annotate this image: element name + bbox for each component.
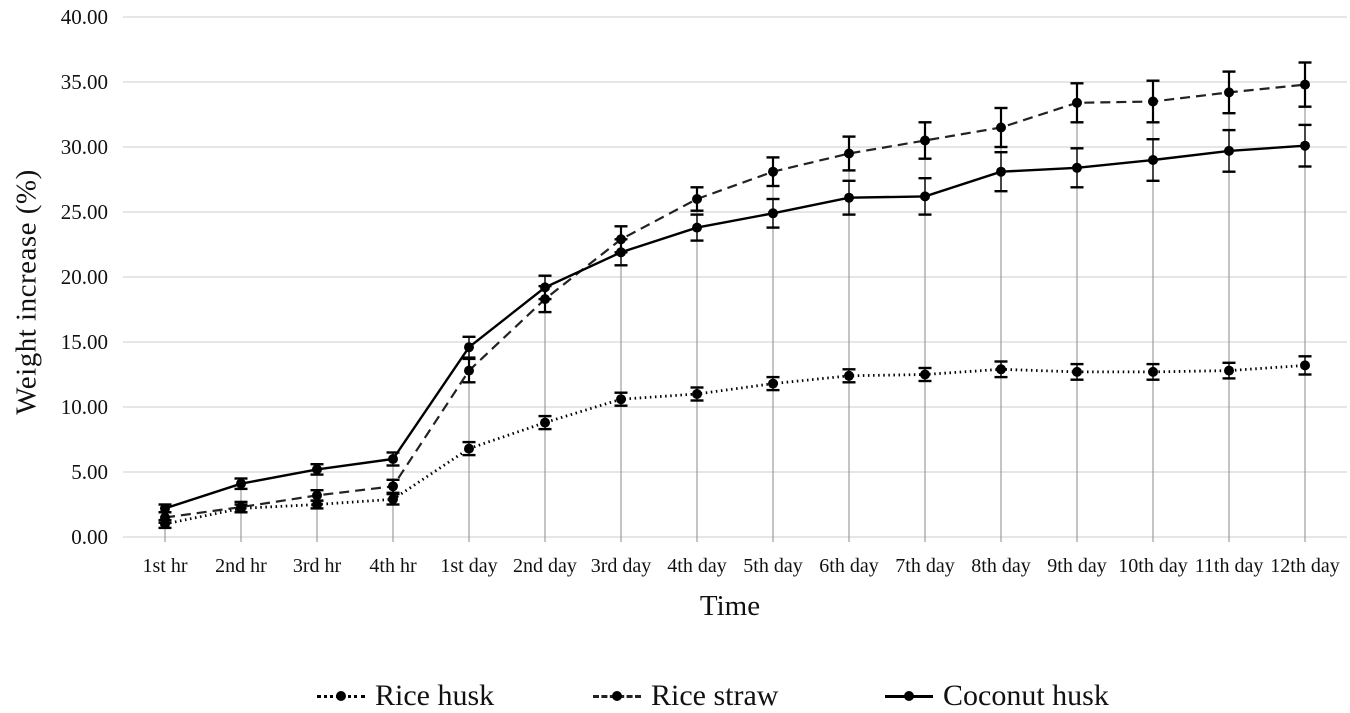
y-tick-label: 20.00 [61, 265, 108, 289]
y-tick-label: 15.00 [61, 330, 108, 354]
y-tick-label: 30.00 [61, 135, 108, 159]
x-tick-label: 10th day [1118, 555, 1187, 577]
x-tick-label: 4th day [667, 555, 726, 577]
legend-label-coconut-husk: Coconut husk [943, 679, 1109, 712]
y-axis-title: Weight increase (%) [10, 169, 43, 415]
x-tick-label: 1st day [440, 555, 497, 577]
legend-item-rice-straw: Rice straw [593, 674, 778, 713]
y-tick-label: 10.00 [61, 395, 108, 419]
series-line-dashed [164, 83, 1306, 519]
x-tick-label: 8th day [971, 555, 1030, 577]
x-axis-title: Time [699, 590, 761, 622]
y-tick-label: 35.00 [61, 70, 108, 94]
x-tick-label: 1st hr [143, 555, 188, 577]
legend-item-rice-husk: Rice husk [317, 674, 494, 713]
y-tick-label: 0.00 [71, 525, 108, 549]
legend-marker-dot-icon [904, 691, 914, 701]
y-tick-label: 25.00 [61, 200, 108, 224]
x-tick-label: 7th day [895, 555, 954, 577]
x-tick-label: 11th day [1195, 555, 1264, 577]
y-tick-label: 40.00 [61, 5, 108, 29]
x-tick-label: 4th hr [369, 555, 417, 577]
x-tick-label: 3rd hr [293, 555, 342, 577]
y-tick-label: 5.00 [71, 460, 108, 484]
legend-dotted-line-sample [317, 691, 365, 701]
legend-label-rice-husk: Rice husk [375, 679, 495, 712]
x-tick-label: 2nd day [513, 555, 577, 577]
legend-dashed-line-sample [593, 691, 641, 701]
x-tick-label: 6th day [819, 555, 878, 577]
series-line-solid [164, 144, 1306, 510]
x-tick-label: 9th day [1047, 555, 1106, 577]
x-tick-label: 12th day [1270, 555, 1339, 577]
x-tick-label: 3rd day [591, 555, 652, 577]
series-line-dotted [164, 364, 1306, 526]
legend-label-rice-straw: Rice straw [651, 679, 779, 712]
legend-marker-dot-icon [612, 691, 622, 701]
x-tick-label: 2nd hr [215, 555, 267, 577]
legend-item-coconut-husk: Coconut husk [885, 674, 1109, 713]
x-tick-label: 5th day [743, 555, 802, 577]
legend-marker-dot-icon [336, 691, 346, 701]
legend-solid-line-sample [885, 691, 933, 701]
